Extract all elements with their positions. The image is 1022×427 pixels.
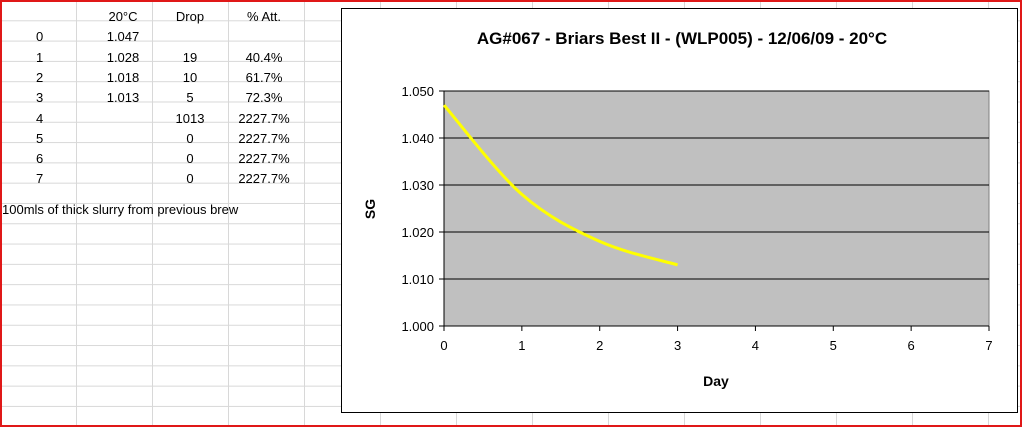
- table-cell[interactable]: 0: [186, 151, 194, 167]
- table-cell[interactable]: 1.028: [106, 49, 140, 65]
- table-cell[interactable]: 6: [36, 151, 44, 167]
- table-cell[interactable]: 0: [186, 130, 194, 146]
- table-cell[interactable]: 1.047: [106, 29, 140, 45]
- y-tick-label: 1.040: [401, 131, 434, 146]
- x-tick-label: 1: [518, 338, 525, 353]
- table-cell[interactable]: 40.4%: [245, 49, 283, 65]
- x-axis-label: Day: [703, 373, 729, 389]
- x-tick-label: 2: [596, 338, 603, 353]
- table-cell[interactable]: 1013: [175, 110, 205, 126]
- table-cell[interactable]: 5: [36, 130, 44, 146]
- table-cell[interactable]: 0: [36, 29, 44, 45]
- x-axis-ticks: 0 1 2 3 4 5 6 7: [440, 91, 993, 353]
- x-tick-label: 5: [830, 338, 837, 353]
- y-tick-label: 1.010: [401, 272, 434, 287]
- table-cell[interactable]: 72.3%: [245, 90, 283, 106]
- table-cell[interactable]: [160, 27, 220, 47]
- note-text[interactable]: 100mls of thick slurry from previous bre…: [2, 202, 239, 217]
- table-cell[interactable]: 5: [186, 90, 194, 106]
- table-cell[interactable]: [86, 129, 160, 149]
- table-cell[interactable]: [86, 169, 160, 189]
- table-cell[interactable]: 2: [36, 69, 44, 85]
- table-cell[interactable]: 2227.7%: [238, 110, 290, 126]
- x-tick-label: 4: [752, 338, 759, 353]
- table-cell[interactable]: [86, 109, 160, 129]
- table-cell[interactable]: [86, 149, 160, 169]
- table-cell[interactable]: 2227.7%: [238, 130, 290, 146]
- x-tick-label: 6: [908, 338, 915, 353]
- chart-svg: AG#067 - Briars Best II - (WLP005) - 12/…: [362, 29, 993, 389]
- y-tick-label: 1.030: [401, 178, 434, 193]
- table-cell[interactable]: 1: [36, 49, 44, 65]
- table-cell[interactable]: [220, 27, 308, 47]
- table-cell[interactable]: 1.013: [106, 90, 140, 106]
- y-tick-label: 1.050: [401, 84, 434, 99]
- table-header-cell[interactable]: 20°C: [108, 9, 138, 24]
- y-axis-ticks: 1.000 1.010 1.020 1.030 1.040 1.050: [401, 84, 444, 334]
- table-cell[interactable]: 3: [36, 90, 44, 106]
- x-tick-label: 7: [985, 338, 992, 353]
- table-cell[interactable]: 1.018: [106, 69, 140, 85]
- table-header-cell[interactable]: % Att.: [247, 9, 281, 24]
- series-layer: [442, 104, 679, 267]
- y-tick-label: 1.020: [401, 225, 434, 240]
- x-tick-label: 0: [440, 338, 447, 353]
- plot-area: [443, 90, 990, 327]
- table-cell[interactable]: 19: [182, 49, 198, 65]
- chart[interactable]: AG#067 - Briars Best II - (WLP005) - 12/…: [341, 8, 1018, 413]
- table-cell[interactable]: 4: [36, 110, 44, 126]
- table-cell[interactable]: 10: [182, 69, 198, 85]
- y-tick-label: 1.000: [401, 319, 434, 334]
- x-tick-label: 3: [674, 338, 681, 353]
- table-header-cell[interactable]: Drop: [175, 9, 205, 24]
- table-cell[interactable]: 7: [36, 171, 44, 187]
- table-cell[interactable]: 2227.7%: [238, 151, 290, 167]
- table-cell[interactable]: 61.7%: [245, 69, 283, 85]
- series-line: [442, 104, 679, 267]
- table-cell[interactable]: 2227.7%: [238, 171, 290, 187]
- y-axis-label: SG: [362, 199, 378, 219]
- chart-title: AG#067 - Briars Best II - (WLP005) - 12/…: [477, 29, 887, 48]
- table-cell[interactable]: 0: [186, 171, 194, 187]
